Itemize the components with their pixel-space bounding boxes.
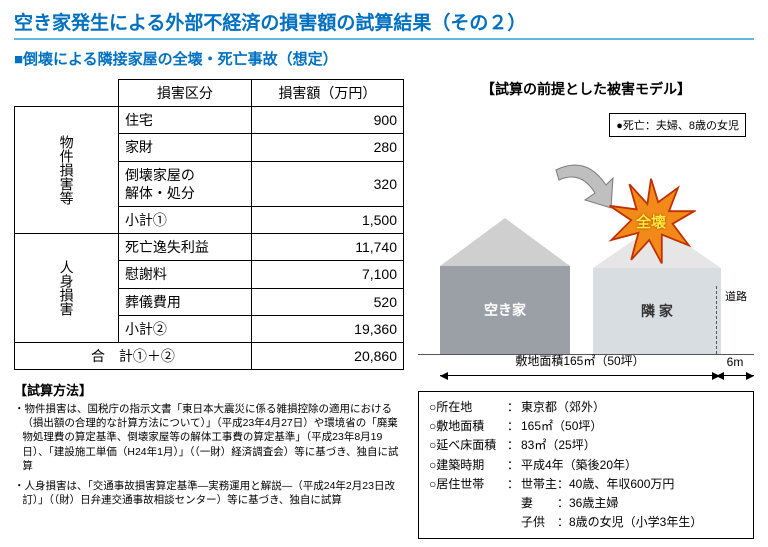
model-header: 【試算の前提とした被害モデル】 xyxy=(418,79,754,99)
method-paragraph: ・物件損害は、国税庁の指示文書「東日本大震災に係る雑損控除の適用における（損出額… xyxy=(14,402,404,473)
table-cell: 280 xyxy=(251,134,403,161)
total-value: 20,860 xyxy=(251,342,403,369)
section-title: ■倒壊による隣接家屋の全壊・死亡事故（想定） xyxy=(14,48,754,69)
info-sub-row: 妻 ：36歳主婦 xyxy=(429,494,743,513)
damage-table: 損害区分 損害額（万円） 物件損害等 住宅 900 家財 280 倒壊家屋の 解… xyxy=(14,79,404,370)
damage-model-diagram: ●死亡：夫婦、8歳の女児 空き家 隣 家 xyxy=(418,105,754,355)
method-paragraph: ・人身損害は、「交通事故損害算定基準―実務運用と解説―（平成24年2月23日改訂… xyxy=(14,479,404,507)
death-legend: ●死亡：夫婦、8歳の女児 xyxy=(609,113,746,137)
table-cell: 7,100 xyxy=(251,261,403,288)
info-sub-row: 子供 ：8歳の女児（小学3年生） xyxy=(429,513,743,532)
subtotal-label: 小計② xyxy=(118,315,251,342)
subtotal-label: 小計① xyxy=(118,206,251,233)
vacant-house-label: 空き家 xyxy=(484,300,526,320)
info-row: ○敷地面積：165㎡（50坪） xyxy=(429,417,743,436)
info-row: ○建築時期：平成4年（築後20年） xyxy=(429,456,743,475)
group-property: 物件損害等 xyxy=(15,107,119,234)
starburst-label: 全壊 xyxy=(606,211,696,232)
subtotal-value: 19,360 xyxy=(251,315,403,342)
table-cell: 家財 xyxy=(118,134,251,161)
col-amount: 損害額（万円） xyxy=(251,80,403,107)
col-category: 損害区分 xyxy=(118,80,251,107)
table-cell: 倒壊家屋の 解体・処分 xyxy=(118,161,251,206)
group-personal: 人身損害 xyxy=(15,234,119,343)
table-cell: 320 xyxy=(251,161,403,206)
info-row: ○所在地：東京都（郊外） xyxy=(429,398,743,417)
table-cell: 慰謝料 xyxy=(118,261,251,288)
road-label: 道路 xyxy=(718,288,754,304)
table-cell: 住宅 xyxy=(118,107,251,134)
info-row: ○居住世帯：世帯主：40歳、年収600万円 xyxy=(429,475,743,494)
total-label: 合 計①＋② xyxy=(15,342,252,369)
table-cell: 葬儀費用 xyxy=(118,288,251,315)
neighbor-house-label: 隣 家 xyxy=(641,301,673,321)
info-row: ○延べ床面積：83㎡（25坪） xyxy=(429,436,743,455)
table-cell: 11,740 xyxy=(251,234,403,261)
lot-dimension: 敷地面積165㎡（50坪） xyxy=(440,352,720,376)
table-cell: 520 xyxy=(251,288,403,315)
table-cell: 死亡逸失利益 xyxy=(118,234,251,261)
vacant-house-icon: 空き家 xyxy=(440,218,570,354)
road-dimension: 6m xyxy=(716,355,754,376)
property-info-box: ○所在地：東京都（郊外） ○敷地面積：165㎡（50坪） ○延べ床面積：83㎡（… xyxy=(418,391,754,539)
subtotal-value: 1,500 xyxy=(251,206,403,233)
starburst-icon: 全壊 xyxy=(606,177,696,267)
page-title: 空き家発生による外部不経済の損害額の試算結果（その２） xyxy=(14,8,754,40)
method-header: 【試算方法】 xyxy=(14,380,404,399)
method-body: ・物件損害は、国税庁の指示文書「東日本大震災に係る雑損控除の適用における（損出額… xyxy=(14,402,404,507)
table-cell: 900 xyxy=(251,107,403,134)
